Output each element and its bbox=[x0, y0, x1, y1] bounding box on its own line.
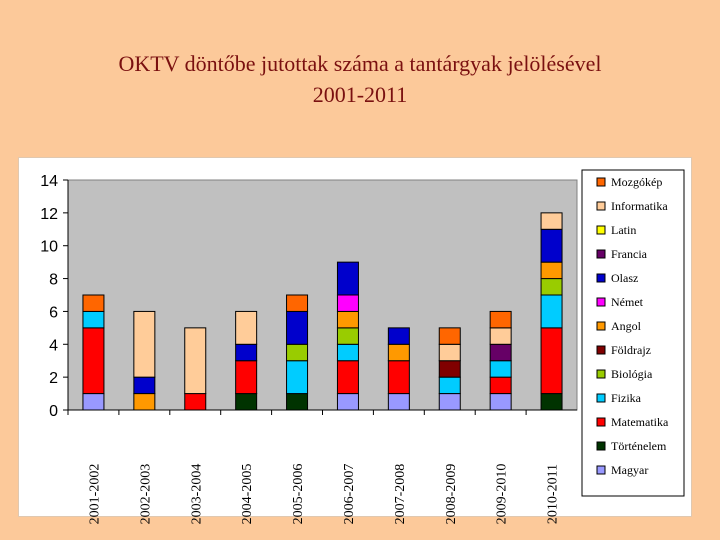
legend-swatch bbox=[596, 321, 606, 331]
legend-label: Mozgókép bbox=[611, 175, 662, 189]
bar-segment bbox=[540, 261, 563, 280]
bar-segment bbox=[336, 294, 359, 312]
bar-segment bbox=[336, 261, 359, 296]
legend-label: Magyar bbox=[611, 463, 648, 477]
bar-segment bbox=[286, 310, 309, 345]
bar-segment bbox=[438, 376, 461, 395]
y-tick-label: 12 bbox=[40, 206, 58, 223]
legend-label: Francia bbox=[611, 247, 648, 261]
legend-label: Olasz bbox=[611, 271, 638, 285]
bar-segment bbox=[82, 393, 105, 411]
legend-swatch bbox=[596, 393, 606, 403]
bar-segment bbox=[133, 393, 156, 411]
bar-segment bbox=[489, 310, 512, 329]
legend-label: Angol bbox=[611, 319, 642, 333]
y-tick-label: 4 bbox=[49, 337, 58, 354]
bar-segment bbox=[336, 327, 359, 345]
legend-swatch bbox=[596, 441, 606, 451]
bar-segment bbox=[133, 310, 156, 378]
bar-segment bbox=[82, 294, 105, 312]
bar-segment bbox=[438, 393, 461, 411]
bar-segment bbox=[387, 360, 410, 395]
bar-segment bbox=[235, 343, 258, 362]
bar-segment bbox=[387, 327, 410, 345]
bar-segment bbox=[235, 393, 258, 411]
bar-segment bbox=[235, 310, 258, 345]
x-tick-label: 2008-2009 bbox=[444, 464, 459, 525]
bar-segment bbox=[286, 294, 309, 312]
legend-swatch bbox=[596, 177, 606, 187]
bar-segment bbox=[286, 393, 309, 411]
x-tick-label: 2003-2004 bbox=[189, 464, 204, 525]
bar-segment bbox=[540, 393, 563, 411]
bar-segment bbox=[336, 343, 359, 362]
bar-segment bbox=[489, 376, 512, 395]
x-tick-label: 2002-2003 bbox=[138, 464, 153, 525]
bar-segment bbox=[540, 294, 563, 329]
legend-swatch bbox=[596, 417, 606, 427]
bar-segment bbox=[489, 393, 512, 411]
bar-segment bbox=[336, 310, 359, 329]
title-line-1: OKTV döntőbe jutottak száma a tantárgyak… bbox=[118, 51, 602, 76]
y-tick-label: 2 bbox=[49, 370, 58, 387]
y-tick-label: 10 bbox=[40, 239, 58, 256]
bar-segment bbox=[489, 327, 512, 345]
bar-segment bbox=[133, 376, 156, 395]
x-tick-label: 2009-2010 bbox=[495, 464, 510, 525]
bar-segment bbox=[438, 327, 461, 345]
legend-label: Fizika bbox=[611, 391, 642, 405]
legend-swatch bbox=[596, 465, 606, 475]
bar-segment bbox=[489, 360, 512, 378]
x-tick-label: 2004-2005 bbox=[240, 464, 255, 525]
legend-label: Latin bbox=[611, 223, 636, 237]
legend-swatch bbox=[596, 345, 606, 355]
bar-segment bbox=[540, 228, 563, 263]
bar-segment bbox=[540, 327, 563, 395]
bar-segment bbox=[336, 360, 359, 395]
bar-segment bbox=[82, 310, 105, 329]
legend-label: Történelem bbox=[611, 439, 667, 453]
bar-segment bbox=[336, 393, 359, 411]
bar-segment bbox=[438, 343, 461, 362]
legend-label: Matematika bbox=[611, 415, 669, 429]
legend-swatch bbox=[596, 369, 606, 379]
bar-segment bbox=[184, 327, 207, 395]
legend-swatch bbox=[596, 225, 606, 235]
legend-swatch bbox=[596, 201, 606, 211]
bar-segment bbox=[387, 393, 410, 411]
bar-segment bbox=[235, 360, 258, 395]
bar-segment bbox=[387, 343, 410, 362]
bar-segment bbox=[286, 343, 309, 362]
legend-swatch bbox=[596, 249, 606, 259]
legend-swatch bbox=[596, 273, 606, 283]
bar-segment bbox=[540, 278, 563, 296]
x-tick-label: 2007-2008 bbox=[393, 464, 408, 525]
page-title: OKTV döntőbe jutottak száma a tantárgyak… bbox=[0, 48, 720, 110]
bar-segment bbox=[82, 327, 105, 395]
bar-segment bbox=[184, 393, 207, 411]
bar-segment bbox=[438, 360, 461, 378]
x-tick-label: 2010-2011 bbox=[546, 464, 561, 524]
bar-segment bbox=[286, 360, 309, 395]
bar-segment bbox=[489, 343, 512, 362]
y-tick-label: 8 bbox=[49, 272, 58, 289]
y-tick-label: 0 bbox=[49, 403, 58, 420]
x-tick-label: 2006-2007 bbox=[342, 464, 357, 525]
x-tick-label: 2001-2002 bbox=[87, 464, 102, 525]
legend-swatch bbox=[596, 297, 606, 307]
legend-label: Biológia bbox=[611, 367, 653, 381]
title-line-2: 2001-2011 bbox=[312, 82, 408, 107]
legend-label: Német bbox=[611, 295, 644, 309]
legend-label: Informatika bbox=[611, 199, 668, 213]
y-tick-label: 6 bbox=[49, 304, 58, 321]
y-tick-label: 14 bbox=[40, 173, 58, 190]
x-tick-label: 2005-2006 bbox=[291, 464, 306, 525]
legend-label: Földrajz bbox=[611, 343, 651, 357]
bar-segment bbox=[540, 212, 563, 230]
